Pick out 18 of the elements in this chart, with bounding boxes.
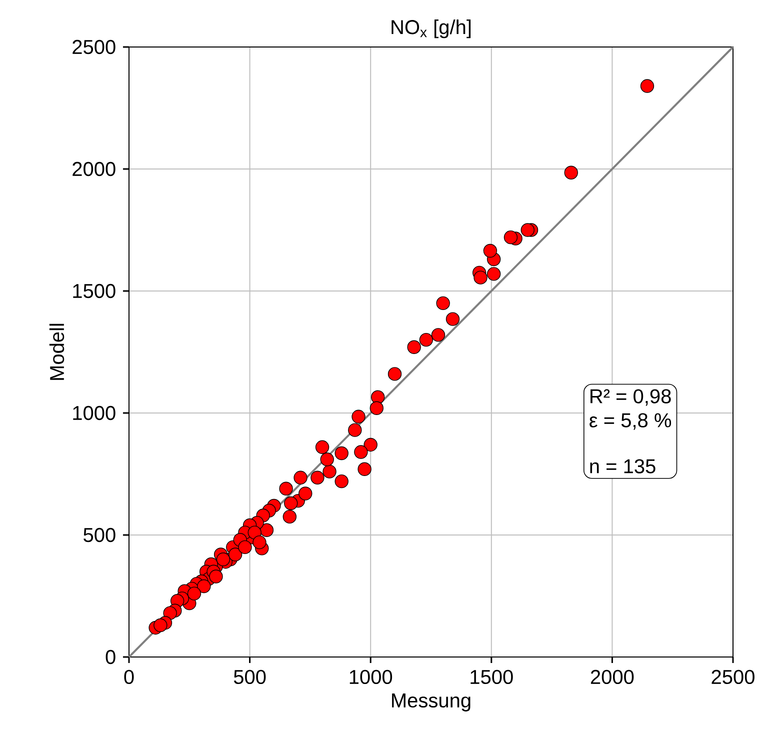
- y-tick-label: 500: [84, 528, 116, 542]
- annotation: R² = 0,98: [590, 389, 671, 406]
- y-tick-label: 2500: [72, 40, 116, 54]
- x-tick-label: 1000: [350, 670, 392, 684]
- annotation: n = 135: [590, 459, 656, 474]
- y-tick-label: 1000: [73, 406, 116, 420]
- x-tick-label: 2500: [712, 670, 754, 684]
- x-tick-label: 500: [234, 670, 266, 684]
- y-tick-label: 2000: [72, 162, 116, 176]
- x-axis-title: Messung: [392, 694, 470, 712]
- y-tick-label: 0: [106, 650, 116, 664]
- annotation: ε = 5,8 %: [590, 413, 672, 430]
- y-tick-label: 1500: [73, 284, 116, 298]
- x-tick-label: 0: [124, 670, 134, 684]
- x-tick-label: 1500: [470, 670, 513, 684]
- y-axis-title: Modell: [49, 324, 64, 380]
- chart-title: NO$_{x}$ [g/h]: [392, 20, 471, 38]
- x-tick-label: 2000: [590, 670, 634, 684]
